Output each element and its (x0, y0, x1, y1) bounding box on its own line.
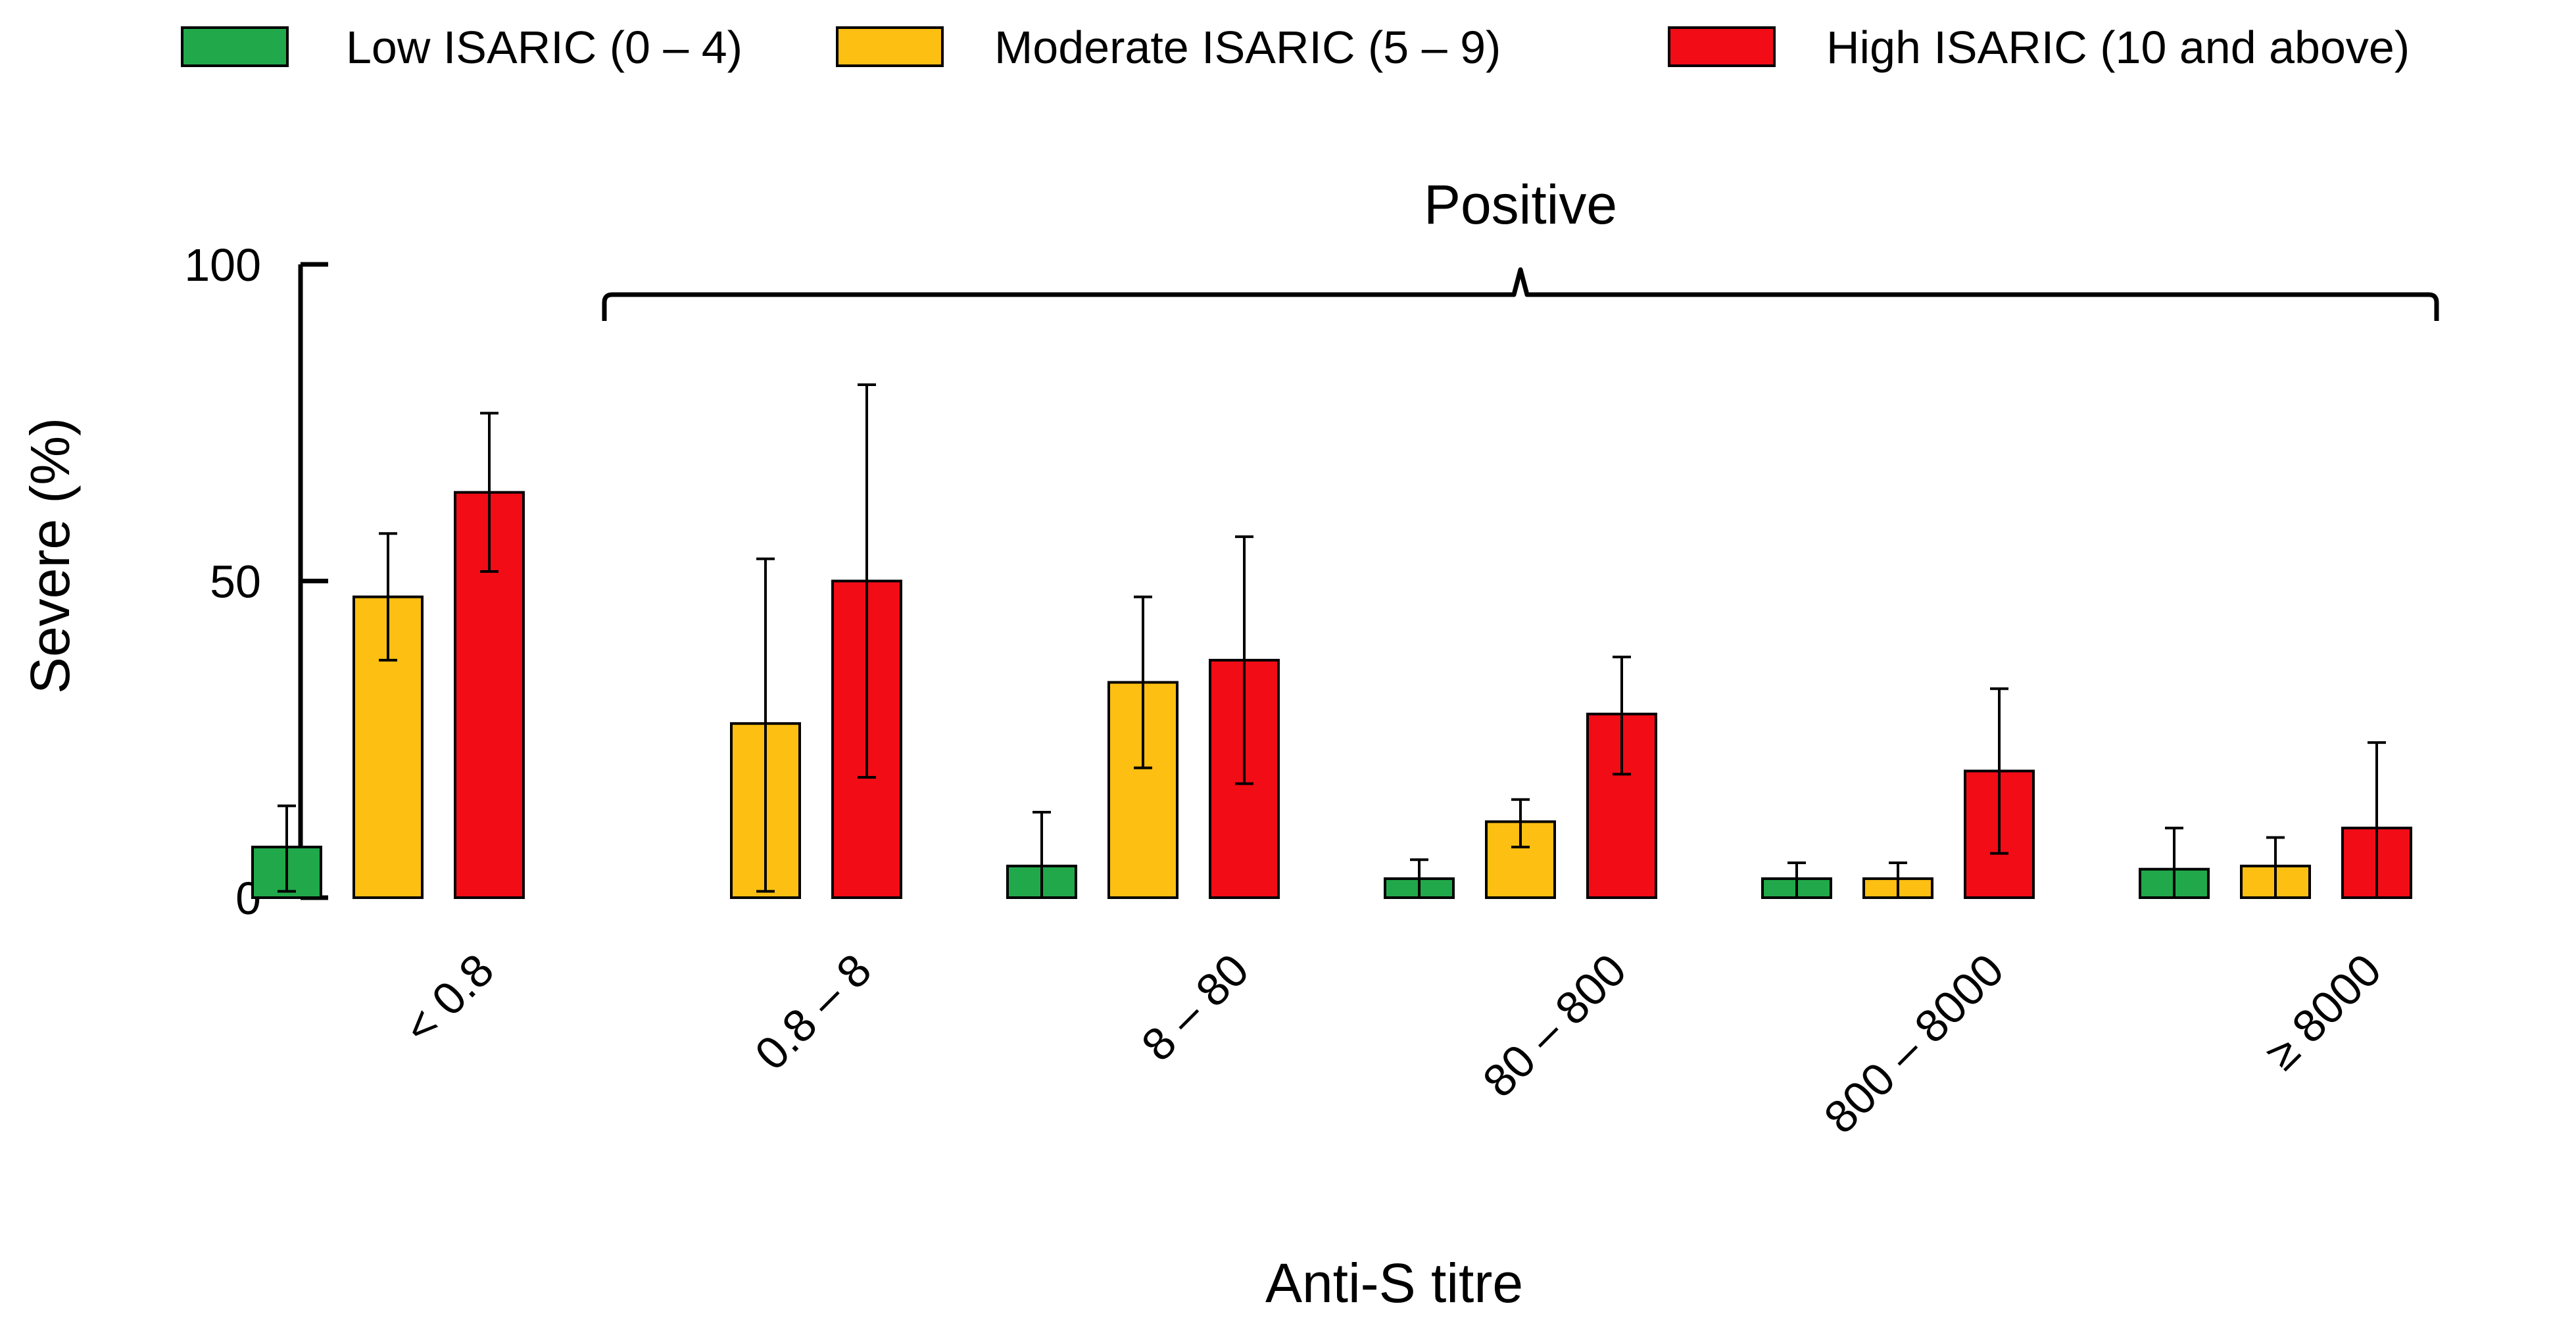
bracket-line (602, 267, 2439, 321)
legend-label-1: Moderate ISARIC (5 – 9) (994, 22, 1501, 73)
bracket-label: Positive (1424, 174, 1617, 235)
x-tick-label: 8 – 80 (1132, 944, 1259, 1071)
x-tick-label: ≥ 8000 (2255, 944, 2391, 1079)
x-tick-label: 80 – 800 (1473, 944, 1636, 1107)
legend-swatch-1 (836, 26, 944, 67)
error-bars (278, 383, 2386, 898)
y-axis-title: Severe (%) (19, 418, 81, 694)
positive-bracket: Positive (602, 174, 2439, 321)
x-tick-label: 800 – 8000 (1814, 944, 2014, 1143)
y-tick-label: 50 (210, 556, 261, 608)
legend-swatch-2 (1668, 26, 1776, 67)
legend-label-0: Low ISARIC (0 – 4) (346, 22, 742, 73)
x-tick-labels: < 0.8 0.8 – 8 8 – 80 80 – 800 800 – 8000 ≥ 80… (394, 944, 2391, 1143)
y-tick-label: 100 (184, 239, 261, 291)
x-tick-label: 0.8 – 8 (745, 944, 881, 1080)
x-axis-title: Anti-S titre (1265, 1252, 1523, 1314)
legend: Low ISARIC (0 – 4) Moderate ISARIC (5 – 9… (181, 22, 2410, 73)
bars (251, 491, 2412, 900)
legend-label-2: High ISARIC (10 and above) (1826, 22, 2410, 73)
x-tick-label: < 0.8 (394, 944, 504, 1054)
bar-s1-c2 (1107, 681, 1179, 899)
legend-swatch-0 (181, 26, 289, 67)
